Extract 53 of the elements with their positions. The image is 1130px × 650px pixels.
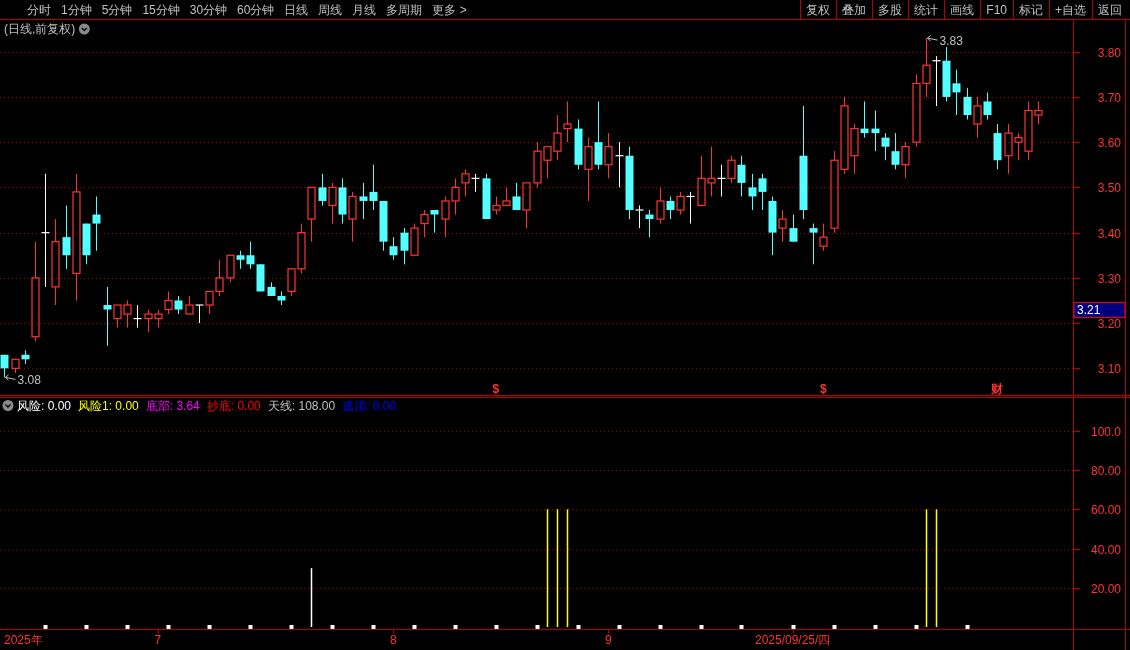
x-tick-label: 7 bbox=[154, 633, 162, 647]
annotation: 风险: 0.00 bbox=[17, 398, 72, 413]
text: 15分钟 bbox=[142, 3, 180, 17]
text: 复权 bbox=[806, 3, 831, 17]
annotation: 抄底: 0.00 bbox=[206, 398, 262, 413]
y-tick-label: 3.10 bbox=[1097, 361, 1122, 376]
x-axis-title: 2025年 bbox=[4, 633, 43, 647]
x-tick-label: $ bbox=[492, 381, 500, 396]
text: F10 bbox=[986, 3, 1008, 17]
text: 日线 bbox=[284, 3, 309, 17]
text: 周线 bbox=[318, 3, 343, 17]
text: 叠加 bbox=[842, 3, 867, 17]
text: 月线 bbox=[352, 3, 377, 17]
text: 60分钟 bbox=[237, 3, 275, 17]
y-tick-label: 80.00 bbox=[1090, 463, 1122, 478]
x-tick-label: 8 bbox=[390, 633, 398, 647]
text: 返回 bbox=[1098, 3, 1122, 17]
y-tick-label: 3.70 bbox=[1097, 90, 1122, 105]
annotation: 3.83 bbox=[927, 34, 963, 49]
annotation: 3.21 bbox=[1073, 302, 1126, 319]
text: 30分钟 bbox=[189, 3, 228, 17]
annotation: 3.08 bbox=[5, 373, 41, 388]
text: 更多 > bbox=[432, 3, 467, 17]
y-tick-label: 100.0 bbox=[1090, 424, 1122, 439]
y-tick-label: 3.20 bbox=[1097, 316, 1122, 331]
y-tick-label: 3.60 bbox=[1097, 135, 1122, 150]
y-tick-label: 40.00 bbox=[1090, 542, 1122, 557]
text: 标记 bbox=[1017, 3, 1043, 17]
annotation: 3.83 bbox=[939, 34, 964, 49]
y-tick-label: 3.30 bbox=[1097, 271, 1122, 286]
y-tick-label: 20.00 bbox=[1090, 581, 1122, 596]
text: 多股 bbox=[878, 3, 903, 17]
annotation: 天线: 108.00 bbox=[267, 398, 336, 413]
y-tick-label: 60.00 bbox=[1090, 502, 1122, 517]
text: 5分钟 bbox=[101, 3, 133, 17]
text: 统计 bbox=[914, 3, 939, 17]
text: +自选 bbox=[1054, 3, 1086, 17]
annotation: 底部: 3.64 bbox=[145, 398, 201, 413]
text: 1分钟 bbox=[61, 3, 92, 17]
y-tick-label: 3.40 bbox=[1097, 226, 1122, 241]
annotation: 3.08 bbox=[17, 373, 42, 388]
x-tick-label: 9 bbox=[605, 633, 613, 647]
x-tick-label: 2025/09/25/四 bbox=[754, 633, 831, 647]
y-tick-label: 3.50 bbox=[1097, 180, 1122, 195]
text: 多周期 bbox=[386, 3, 423, 17]
y-tick-label: 3.80 bbox=[1097, 45, 1122, 60]
chart-title: (日线,前复权) bbox=[4, 22, 76, 36]
text: 分时 bbox=[27, 3, 51, 17]
x-tick-label: $ bbox=[820, 381, 828, 396]
annotation: 风险1: 0.00 bbox=[78, 398, 140, 413]
x-tick-label: 财 bbox=[990, 381, 1004, 396]
text: 画线 bbox=[950, 3, 975, 17]
annotation: 逃顶: 0.00 bbox=[342, 398, 397, 413]
